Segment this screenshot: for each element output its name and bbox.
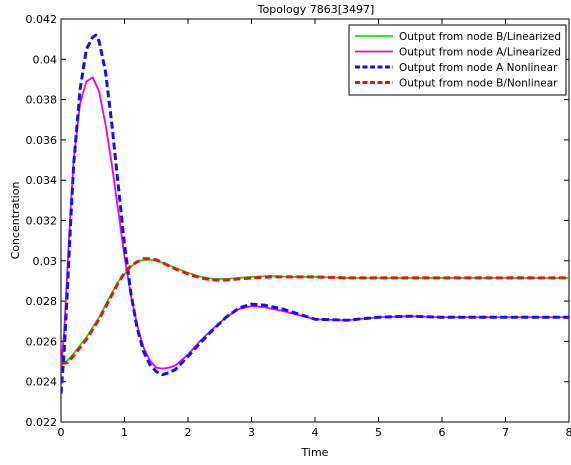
y-tick-label: 0.024	[26, 376, 58, 389]
y-tick-label: 0.022	[26, 416, 58, 429]
y-tick-label: 0.026	[26, 335, 58, 348]
axis-ticks: 0 1 2 3 4 5 6 7 8 0.022 0.024 0.026 0.028 0.03 0.032 0.…	[26, 13, 571, 439]
legend-label: Output from node A/Linearized	[399, 47, 561, 59]
x-axis-title: Time	[301, 446, 329, 459]
y-tick-label: 0.04	[33, 53, 58, 66]
y-tick-label: 0.036	[26, 134, 58, 147]
x-tick-label: 4	[312, 426, 319, 439]
x-tick-label: 5	[375, 426, 382, 439]
y-tick-label: 0.042	[26, 13, 58, 26]
y-tick-label: 0.034	[26, 174, 58, 187]
y-tick-label: 0.032	[26, 215, 58, 228]
chart-title: Topology 7863[3497]	[257, 3, 375, 16]
x-tick-label: 7	[502, 426, 509, 439]
legend-label: Output from node B/Linearized	[399, 31, 561, 43]
x-tick-label: 6	[439, 426, 446, 439]
series-group	[61, 33, 569, 394]
y-tick-label: 0.028	[26, 295, 58, 308]
y-axis-title: Concentration	[9, 182, 22, 260]
x-tick-label: 1	[121, 426, 128, 439]
series-line-output-from-node-a-nonlinear	[61, 33, 569, 394]
series-line-output-from-node-a-linearized	[61, 76, 569, 372]
x-tick-label: 0	[58, 426, 65, 439]
x-tick-label: 8	[566, 426, 571, 439]
legend-label: Output from node B/Nonlinear	[399, 78, 558, 90]
x-tick-label: 2	[185, 426, 192, 439]
legend: Output from node B/Linearized Output from…	[348, 24, 567, 96]
x-tick-label: 3	[248, 426, 255, 439]
series-line-output-from-node-b-nonlinear	[61, 257, 569, 366]
y-tick-label: 0.03	[33, 255, 58, 268]
legend-label: Output from node A Nonlinear	[399, 62, 558, 74]
y-tick-label: 0.038	[26, 94, 58, 107]
